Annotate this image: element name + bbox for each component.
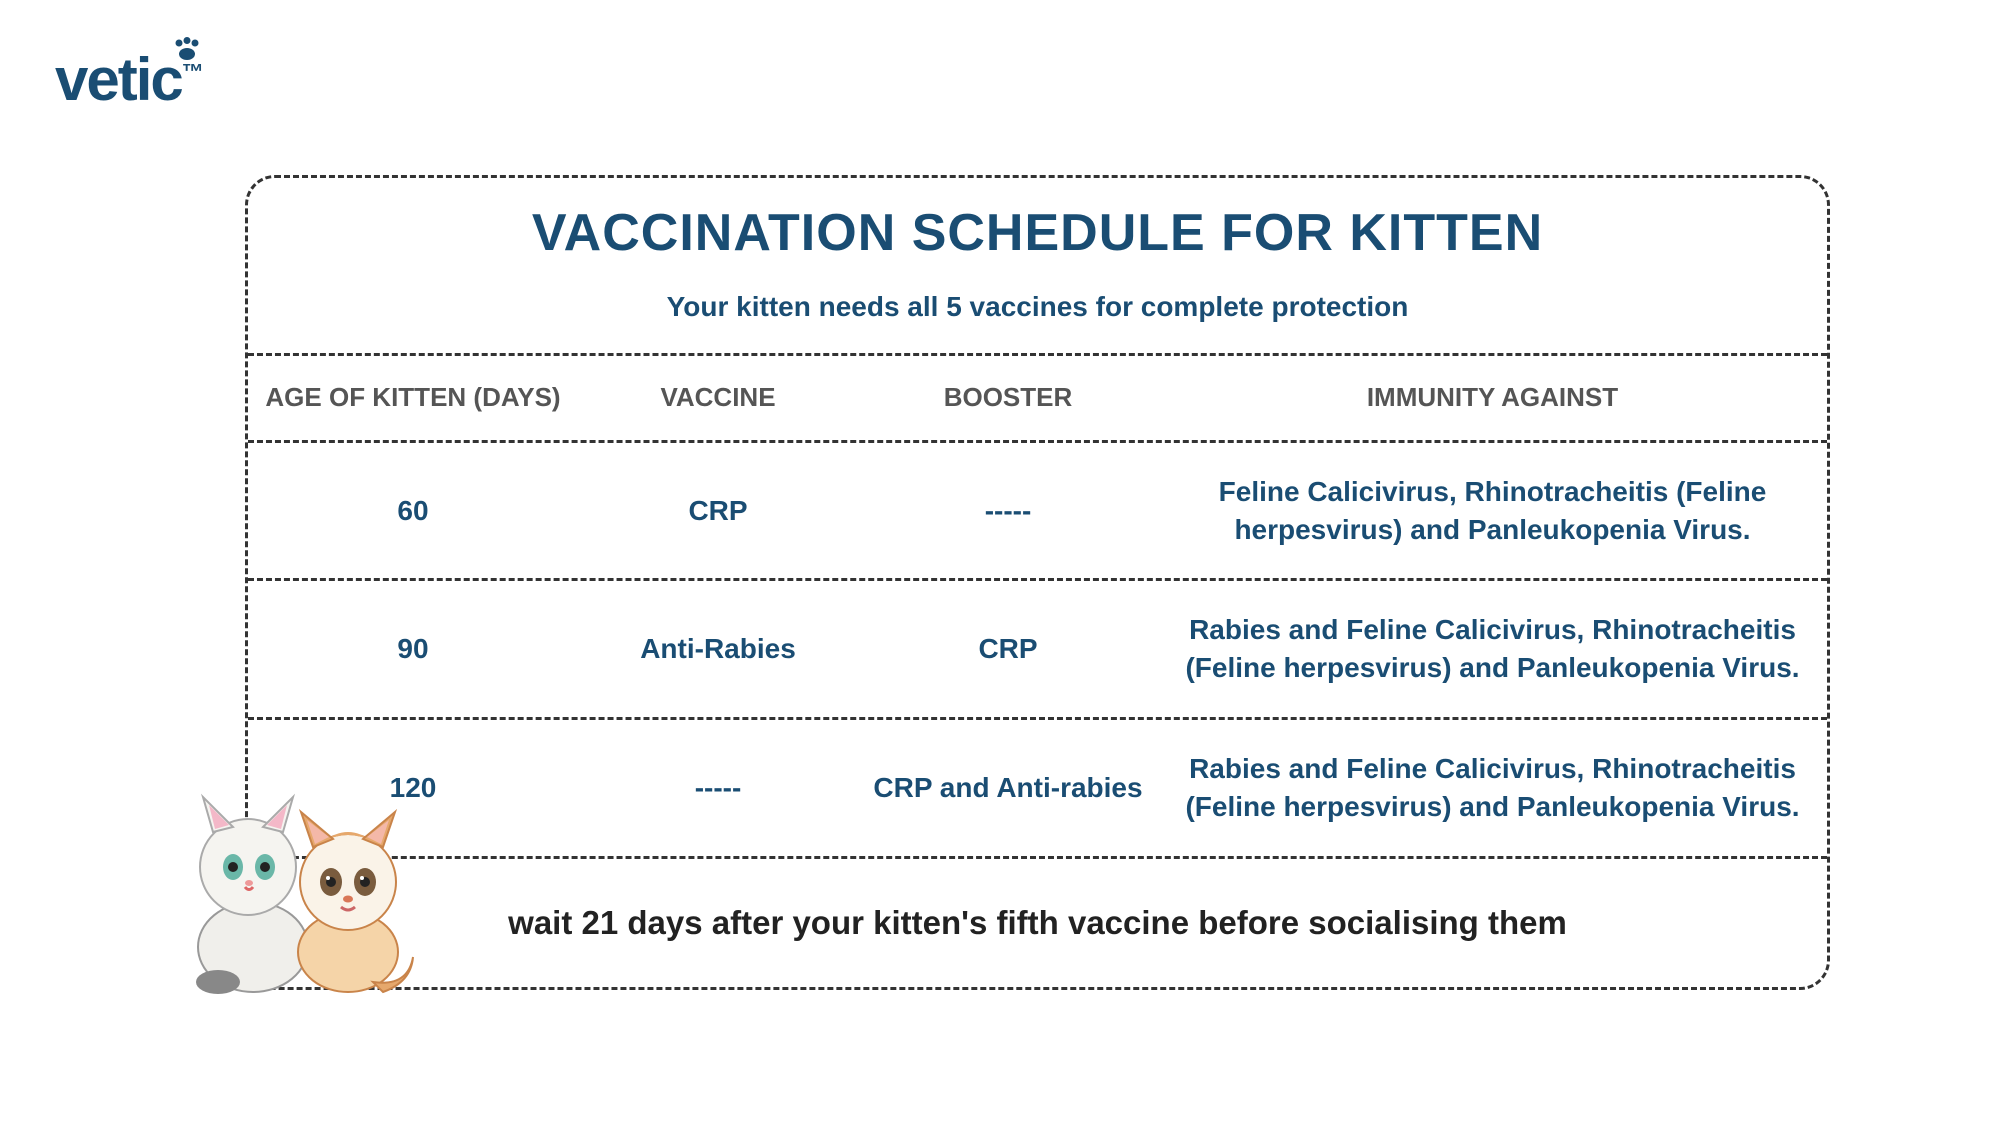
col-vaccine: VACCINE	[578, 381, 858, 415]
brand-logo: vetic™	[55, 45, 202, 114]
paw-icon	[173, 37, 201, 61]
footer-note: wait 21 days after your kitten's fifth v…	[248, 859, 1827, 987]
table-row: 60 CRP ----- Feline Calicivirus, Rhinotr…	[248, 443, 1827, 582]
card-title: VACCINATION SCHEDULE FOR KITTEN	[268, 203, 1807, 263]
kittens-illustration	[173, 747, 433, 997]
column-headers: AGE OF KITTEN (DAYS) VACCINE BOOSTER IMM…	[248, 356, 1827, 443]
logo-text: vetic	[55, 46, 182, 113]
col-age: AGE OF KITTEN (DAYS)	[248, 381, 578, 415]
cell-vaccine: CRP	[578, 473, 858, 549]
col-immunity: IMMUNITY AGAINST	[1158, 381, 1827, 415]
cell-vaccine: -----	[578, 750, 858, 826]
cell-immunity: Rabies and Feline Calicivirus, Rhinotrac…	[1158, 750, 1827, 826]
table-row: 90 Anti-Rabies CRP Rabies and Feline Cal…	[248, 581, 1827, 720]
table-row: 120 ----- CRP and Anti-rabies Rabies and…	[248, 720, 1827, 859]
logo-tm: ™	[182, 59, 202, 84]
cell-age: 60	[248, 473, 578, 549]
cell-booster: CRP	[858, 611, 1158, 687]
schedule-card: VACCINATION SCHEDULE FOR KITTEN Your kit…	[245, 175, 1830, 990]
cell-immunity: Feline Calicivirus, Rhinotracheitis (Fel…	[1158, 473, 1827, 549]
cell-booster: CRP and Anti-rabies	[858, 750, 1158, 826]
cell-booster: -----	[858, 473, 1158, 549]
cell-immunity: Rabies and Feline Calicivirus, Rhinotrac…	[1158, 611, 1827, 687]
cell-vaccine: Anti-Rabies	[578, 611, 858, 687]
cell-age: 90	[248, 611, 578, 687]
card-subtitle: Your kitten needs all 5 vaccines for com…	[268, 291, 1807, 323]
col-booster: BOOSTER	[858, 381, 1158, 415]
card-header: VACCINATION SCHEDULE FOR KITTEN Your kit…	[248, 178, 1827, 356]
